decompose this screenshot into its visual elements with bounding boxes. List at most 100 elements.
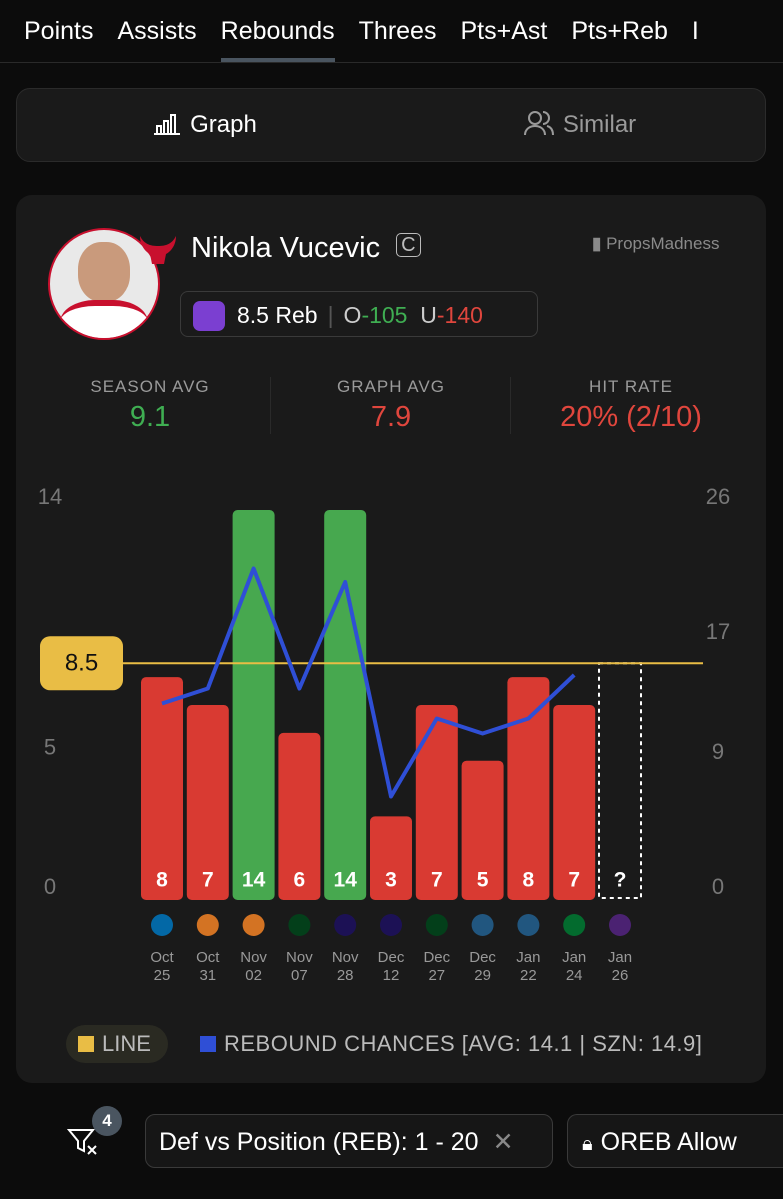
- stat-value: 20% (2/10): [560, 401, 702, 433]
- bar: [278, 732, 321, 900]
- stat-label: SEASON AVG: [90, 377, 210, 396]
- team-logo: [563, 914, 586, 936]
- bar-value-label: ?: [614, 869, 627, 892]
- toggle-label: Graph: [190, 111, 257, 138]
- line-badge: [40, 636, 123, 691]
- bar-value-label: 7: [431, 869, 443, 892]
- x-tick-label: Nov 02: [240, 949, 267, 984]
- stat: HIT RATE 20% (2/10): [510, 377, 751, 434]
- player-name: Nikola Vucevic C: [191, 232, 421, 265]
- y2-tick-label: 26: [706, 484, 730, 509]
- filter-chip[interactable]: Def vs Position (REB): 1 - 20 ✕: [145, 1114, 553, 1168]
- tab[interactable]: Rebounds: [220, 0, 335, 62]
- prop-line: 8.5 Reb | O-105 U-140: [180, 291, 538, 337]
- x-tick-label: Jan 26: [608, 949, 632, 984]
- bar-value-label: 14: [334, 869, 358, 892]
- view-toggle: Graph Similar: [16, 88, 766, 162]
- team-logo: [471, 914, 494, 936]
- bar: [553, 705, 596, 900]
- chip-label: OREB Allow: [600, 1128, 737, 1156]
- under-label: U: [420, 302, 437, 328]
- y2-tick-label: 9: [712, 739, 724, 764]
- filter-icon: [66, 1129, 97, 1155]
- tab[interactable]: I: [691, 17, 699, 45]
- graph-icon: [154, 114, 181, 135]
- line-text: 8.5 Reb: [237, 302, 318, 328]
- player-avatar: [48, 228, 160, 340]
- x-tick-label: Dec 29: [469, 949, 496, 984]
- stat: GRAPH AVG 7.9: [270, 377, 511, 434]
- similar-toggle[interactable]: Similar: [392, 89, 767, 161]
- bar: [370, 816, 412, 900]
- legend-label: REBOUND CHANCES [AVG: 14.1 | SZN: 14.9]: [224, 1031, 703, 1056]
- tab-bar: Points Assists Rebounds Threes Pts+Ast Pts+Re…: [0, 0, 783, 63]
- legend-swatch: [78, 1036, 94, 1052]
- stat: SEASON AVG 9.1: [30, 377, 270, 434]
- legend-swatch: [200, 1036, 216, 1052]
- x-tick-label: Nov 28: [332, 949, 359, 984]
- x-tick-label: Oct 25: [150, 949, 174, 984]
- x-tick-label: Jan 22: [516, 949, 540, 984]
- y-tick-label: 5: [44, 735, 56, 760]
- x-tick-label: Dec 27: [423, 949, 450, 984]
- toggle-label: Similar: [562, 111, 637, 138]
- chart: 0 5 14 0 9 17 26 8 Oct 25 7 Oct 31 14 Nov 02 6 Nov 07 14 Nov…: [38, 484, 730, 984]
- team-logo: [196, 914, 219, 936]
- bar: [415, 705, 458, 900]
- filter-chip[interactable]: 🔒︎ OREB Allow: [567, 1114, 783, 1168]
- team-logo: [425, 914, 448, 936]
- brand: ▮ PropsMadness: [592, 234, 720, 253]
- chip-label: Def vs Position (REB): 1 - 20: [159, 1128, 479, 1156]
- tab[interactable]: Threes: [358, 17, 437, 45]
- bar-value-label: 14: [242, 869, 266, 892]
- users-icon: [523, 111, 554, 136]
- bar-value-label: 7: [202, 869, 214, 892]
- team-logo: [609, 914, 631, 936]
- bar-value-label: 8: [156, 869, 168, 892]
- team-logo: [242, 914, 265, 936]
- book-logo: [193, 301, 225, 331]
- bar: [141, 677, 183, 900]
- bar-value-label: 8: [523, 869, 535, 892]
- under-odds: -140: [436, 302, 483, 328]
- team-logo: [151, 914, 173, 936]
- y2-tick-label: 17: [706, 619, 730, 644]
- legend-series: REBOUND CHANCES [AVG: 14.1 | SZN: 14.9]: [200, 1025, 702, 1063]
- team-logo: [288, 914, 311, 936]
- x-tick-label: Jan 24: [562, 949, 586, 984]
- stat-label: GRAPH AVG: [337, 377, 445, 396]
- x-tick-label: Nov 07: [286, 949, 313, 984]
- over-label: O: [343, 302, 362, 328]
- stat-label: HIT RATE: [589, 377, 673, 396]
- brand-text: PropsMadness: [606, 234, 720, 253]
- stat-value: 9.1: [129, 401, 171, 433]
- graph-toggle[interactable]: Graph: [17, 89, 392, 161]
- y2-tick-label: 0: [712, 874, 724, 899]
- bar: [232, 510, 275, 900]
- bar: [461, 760, 504, 900]
- player-name-text: Nikola Vucevic: [191, 232, 381, 264]
- tab[interactable]: Points: [24, 17, 94, 45]
- tab[interactable]: Pts+Reb: [571, 17, 668, 45]
- bar-value-label: 5: [477, 869, 489, 892]
- pending-bar: [598, 662, 642, 899]
- position: C: [396, 233, 421, 257]
- tab[interactable]: Assists: [117, 17, 197, 45]
- y-tick-label: 0: [44, 874, 56, 899]
- filter-count: 4: [92, 1106, 122, 1136]
- bar-value-label: 6: [294, 869, 306, 892]
- bar: [507, 677, 550, 900]
- legend-line: LINE: [66, 1025, 168, 1063]
- tab[interactable]: Pts+Ast: [460, 17, 548, 45]
- team-logo: [380, 914, 402, 936]
- series-line: [161, 566, 576, 799]
- legend-label: LINE: [102, 1031, 151, 1056]
- stat-value: 7.9: [370, 401, 412, 433]
- team-logo: [517, 914, 540, 936]
- over-odds: -105: [361, 302, 408, 328]
- filter-button[interactable]: [66, 1124, 100, 1163]
- team-logo: [334, 914, 357, 936]
- x-tick-label: Oct 31: [196, 949, 220, 984]
- bar-value-label: 3: [385, 869, 397, 892]
